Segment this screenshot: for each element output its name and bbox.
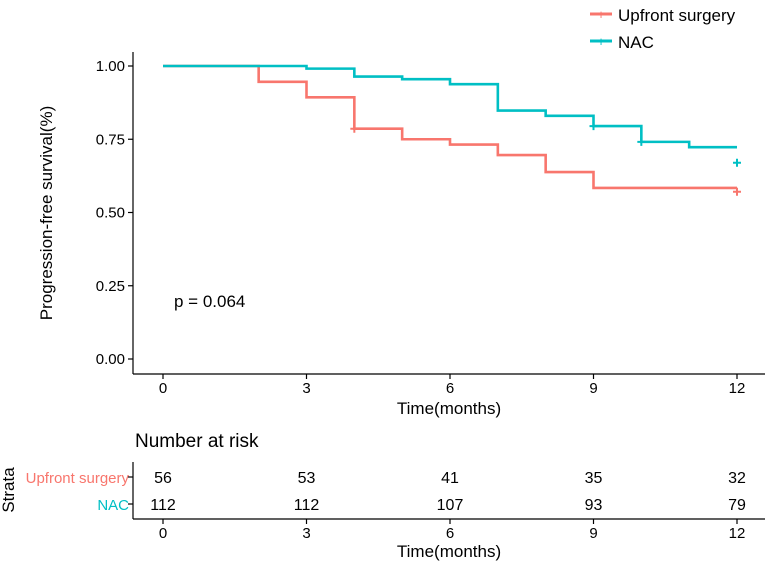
risk-x-tick-label: 3 [302,525,310,542]
risk-cell-nac: 93 [585,497,603,514]
legend-cross-upfront-surgery: + [597,7,605,22]
risk-x-axis-label: Time(months) [397,542,501,561]
y-axis-label: Progression-free survival(%) [37,106,56,320]
legend-label-upfront-surgery: Upfront surgery [618,6,736,25]
risk-cell-upfront-surgery: 41 [441,470,459,487]
risk-x-tick-label: 12 [729,525,746,542]
risk-cell-upfront-surgery: 53 [298,470,316,487]
risk-x-tick-label: 0 [159,525,167,542]
risk-cell-nac: 112 [150,497,176,514]
censor-mark-upfront-surgery [350,124,359,133]
risk-cell-upfront-surgery: 32 [728,470,746,487]
legend: + Upfront surgery + NAC [590,6,736,52]
risk-x-tick-label: 6 [446,525,454,542]
censor-mark-nac [733,158,741,167]
legend-label-nac: NAC [618,33,654,52]
curve-upfront-surgery [163,64,737,190]
risk-x-axis-ticks: 0 3 6 9 12 [159,519,746,542]
censor-mark-nac [637,137,646,146]
x-tick-label: 0 [159,380,167,397]
x-tick-label: 9 [589,380,597,397]
censor-mark-upfront-surgery [733,187,741,196]
x-tick-label: 12 [729,380,746,397]
x-tick-label: 6 [446,380,454,397]
x-axis-ticks: 0 3 6 9 12 [159,374,746,397]
risk-cell-nac: 112 [294,497,320,514]
censor-mark-nac [589,122,598,131]
y-tick-label: 1.00 [96,58,125,75]
risk-table-strata-label: Strata [0,467,18,513]
y-tick-label: 0.00 [96,351,125,368]
x-axis-label: Time(months) [397,399,501,418]
y-tick-label: 0.25 [96,278,125,295]
y-tick-label: 0.75 [96,131,125,148]
risk-table: Upfront surgery 56 53 41 35 32 NAC 112 112 107 93 7… [26,470,746,514]
y-tick-label: 0.50 [96,205,125,222]
risk-cell-upfront-surgery: 35 [585,470,603,487]
x-tick-label: 3 [302,380,310,397]
risk-row-label-nac: NAC [97,497,129,514]
risk-table-title: Number at risk [135,431,259,452]
legend-cross-nac: + [597,34,605,49]
risk-row-label-upfront-surgery: Upfront surgery [26,470,130,487]
risk-cell-upfront-surgery: 56 [154,470,172,487]
risk-cell-nac: 107 [437,497,464,514]
risk-cell-nac: 79 [728,497,746,514]
curve-nac [163,64,737,149]
p-value-annotation: p = 0.064 [174,292,245,311]
risk-x-tick-label: 9 [589,525,597,542]
survival-curves [163,64,741,196]
y-axis-ticks: 0.00 0.25 0.50 0.75 1.00 [96,58,133,368]
